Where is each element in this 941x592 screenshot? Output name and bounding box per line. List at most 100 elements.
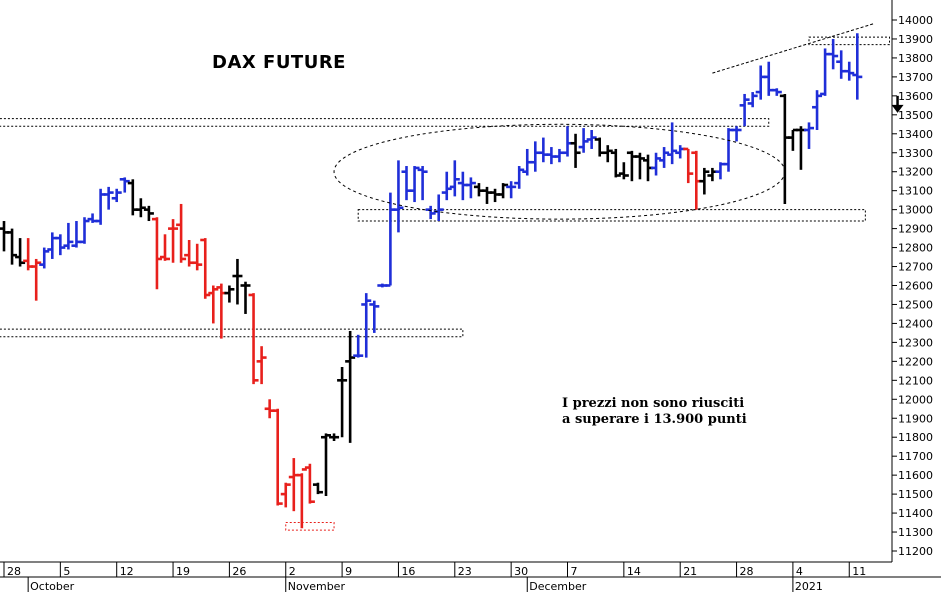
ohlc-bar	[554, 148, 565, 163]
ohlc-bar	[659, 147, 670, 168]
chart-title: DAX FUTURE	[212, 52, 346, 73]
month-label: November	[288, 580, 346, 592]
ohlc-bar	[795, 126, 806, 170]
ohlc-bar	[232, 258, 243, 305]
ohlc-bar	[296, 468, 307, 529]
y-tick-label: 11400	[898, 507, 933, 520]
ohlc-bar	[0, 221, 9, 252]
y-tick-label: 12000	[898, 393, 933, 406]
ohlc-bar	[345, 331, 356, 443]
dashed-zone	[285, 522, 335, 531]
y-axis: 11200 11300 11400 11500 11600 11700 11800 11900…	[892, 14, 933, 558]
y-tick-label: 11200	[898, 545, 933, 558]
ohlc-bar	[610, 148, 621, 178]
ohlc-bar	[55, 234, 66, 256]
price-bars	[0, 33, 863, 529]
ohlc-bar	[369, 300, 380, 333]
ohlc-bar	[71, 221, 82, 248]
ohlc-bar	[586, 129, 597, 149]
ohlc-bar	[844, 61, 855, 81]
ohlc-bar	[771, 88, 782, 96]
x-tick-label: 9	[345, 565, 352, 578]
ohlc-bar	[353, 334, 364, 358]
y-tick-label: 12400	[898, 317, 933, 330]
consolidation-ellipse	[333, 123, 786, 220]
x-axis: 28 5 12 19 26 2 9 16 23 30 7 14 21 28 4 11 October Novemb…	[3, 562, 866, 592]
ohlc-bar	[675, 145, 686, 159]
ohlc-bar	[280, 482, 291, 508]
month-label: December	[529, 580, 587, 592]
ohlc-bar	[562, 126, 573, 157]
ohlc-bar	[498, 183, 509, 199]
ohlc-bar	[482, 186, 492, 204]
ohlc-bar	[111, 188, 122, 203]
resistance-trendline	[712, 23, 874, 74]
ohlc-bar	[321, 433, 331, 497]
x-tick-label: 28	[7, 565, 21, 578]
y-tick-label: 13600	[898, 90, 933, 103]
ohlc-bar	[385, 192, 396, 287]
ohlc-bar	[425, 205, 436, 220]
y-tick-label: 11900	[898, 412, 933, 425]
month-label: October	[30, 580, 74, 592]
ohlc-bar	[634, 152, 645, 180]
x-tick-label: 11	[852, 565, 866, 578]
ohlc-bar	[256, 346, 267, 385]
x-tick-label: 7	[571, 565, 578, 578]
x-tick-label: 21	[683, 565, 697, 578]
dashed-zone	[808, 36, 890, 46]
ohlc-bar	[530, 141, 541, 172]
ohlc-bar	[176, 203, 187, 263]
y-tick-label: 12100	[898, 374, 933, 387]
ohlc-bar	[168, 219, 179, 263]
dashed-zone	[0, 328, 464, 338]
ohlc-bar	[506, 181, 517, 199]
y-tick-label: 13300	[898, 147, 933, 160]
ohlc-bar	[224, 285, 235, 303]
ohlc-bar	[312, 482, 323, 495]
down-arrow-head	[891, 104, 904, 113]
ohlc-bar	[465, 177, 476, 199]
plot-area	[0, 0, 941, 578]
ohlc-bar	[15, 238, 26, 267]
y-tick-label: 13000	[898, 204, 933, 217]
ohlc-bar	[739, 93, 750, 127]
x-tick-label: 30	[514, 565, 528, 578]
y-tick-label: 13700	[898, 71, 933, 84]
ohlc-bar	[449, 160, 460, 197]
chart-overlays	[333, 23, 904, 220]
y-tick-label: 12200	[898, 355, 933, 368]
y-tick-label: 13800	[898, 52, 933, 65]
ohlc-bar	[47, 232, 58, 259]
ohlc-bar	[119, 177, 130, 193]
ohlc-bar	[707, 167, 718, 182]
ohlc-bar	[618, 162, 629, 180]
ohlc-bar	[820, 48, 831, 96]
ohlc-bar	[779, 93, 790, 204]
ohlc-bar	[361, 293, 372, 358]
ohlc-bar	[135, 198, 146, 218]
ohlc-bar	[651, 152, 662, 176]
ohlc-bar	[747, 92, 758, 108]
ohlc-bar	[570, 133, 581, 168]
y-tick-label: 13100	[898, 185, 933, 198]
ohlc-bar	[731, 126, 742, 142]
ohlc-bar	[852, 33, 863, 100]
ohlc-bar	[7, 228, 18, 265]
y-tick-label: 11700	[898, 450, 933, 463]
x-tick-label: 16	[401, 565, 415, 578]
ohlc-bar	[63, 222, 74, 250]
x-tick-label: 2	[289, 565, 296, 578]
ohlc-bar	[240, 281, 251, 314]
y-tick-label: 13400	[898, 128, 933, 141]
ohlc-bar	[812, 90, 823, 130]
ohlc-bar	[31, 258, 42, 301]
ohlc-bar	[699, 167, 710, 195]
ohlc-bar	[248, 293, 259, 385]
y-tick-label: 11600	[898, 469, 933, 482]
x-tick-label: 4	[796, 565, 803, 578]
ohlc-bar	[79, 217, 90, 244]
y-tick-label: 12800	[898, 242, 933, 255]
ohlc-bar	[602, 145, 613, 163]
